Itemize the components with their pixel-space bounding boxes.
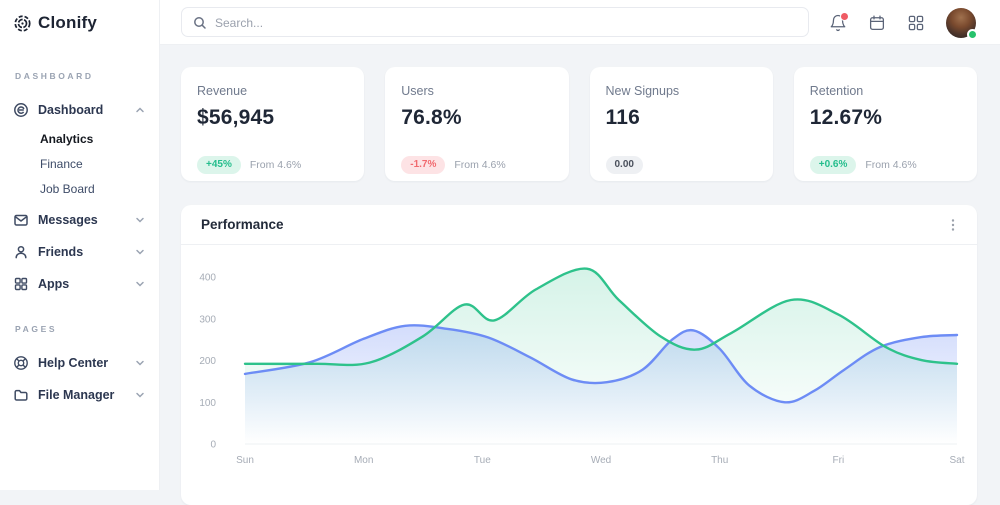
chevron-up-icon (136, 107, 144, 113)
stat-title: New Signups (605, 84, 680, 98)
chevron-down-icon (136, 392, 144, 398)
lifebuoy-icon (14, 356, 28, 370)
stat-card-retention: Retention 12.67% +0.6% From 4.6% (793, 67, 977, 181)
sidebar-item-friends[interactable]: Friends (0, 236, 159, 268)
search-box (181, 7, 809, 37)
stat-note: From 4.6% (865, 159, 917, 171)
stat-title: Revenue (197, 84, 248, 98)
sidebar-subitem-job-board[interactable]: Job Board (40, 181, 95, 196)
brand-logo[interactable]: Clonify (0, 0, 159, 33)
search-input[interactable] (213, 9, 797, 37)
svg-text:Tue: Tue (474, 455, 491, 466)
sidebar-item-label: Help Center (38, 356, 109, 370)
user-icon (15, 245, 27, 259)
svg-text:400: 400 (199, 273, 216, 284)
sidebar-subitem-finance[interactable]: Finance (40, 156, 83, 171)
stat-cards: Revenue $56,945 +45% From 4.6% Users 76.… (181, 67, 977, 181)
bell-icon (830, 14, 846, 31)
stat-footer: +45% From 4.6% (197, 156, 348, 174)
section-label-dashboard: DASHBOARD (15, 71, 94, 81)
chevron-down-icon (136, 281, 144, 287)
svg-text:Wed: Wed (591, 455, 611, 466)
svg-text:Fri: Fri (833, 455, 845, 466)
brand-logo-icon (14, 14, 31, 32)
stat-note: From 4.6% (249, 159, 302, 171)
stat-title: Users (401, 84, 434, 98)
kebab-menu-icon[interactable] (945, 217, 961, 233)
svg-text:100: 100 (199, 398, 216, 409)
sidebar-item-help-center[interactable]: Help Center (0, 347, 159, 379)
topbar (160, 0, 1000, 45)
section-label-pages: PAGES (15, 324, 58, 334)
brand-name: Clonify (38, 13, 98, 32)
stat-value: $56,945 (197, 106, 275, 129)
notification-dot (840, 11, 849, 21)
sidebar-item-file-manager[interactable]: File Manager (0, 379, 159, 411)
apps-icon (14, 277, 28, 291)
svg-text:200: 200 (199, 356, 216, 367)
svg-text:Sat: Sat (950, 455, 965, 466)
stat-value: 116 (605, 106, 640, 129)
sidebar-nav: Dashboard Analytics Finance Job Board Me… (0, 94, 159, 300)
stat-value: 12.67% (809, 106, 883, 129)
sidebar-item-label: Friends (38, 245, 84, 259)
stat-card-revenue: Revenue $56,945 +45% From 4.6% (181, 67, 365, 181)
trend-badge: +45% (197, 156, 241, 174)
avatar[interactable] (946, 7, 978, 40)
performance-title: Performance (201, 217, 284, 232)
svg-text:Mon: Mon (354, 455, 373, 466)
apps-grid-icon (908, 15, 924, 30)
stat-title: Retention (809, 84, 864, 98)
performance-card: Performance 0 100 200 300 400 Sun Mon Tue Wed Thu… (181, 205, 977, 505)
topbar-actions (829, 0, 978, 45)
svg-text:0: 0 (210, 440, 216, 451)
search-icon (194, 17, 206, 29)
stat-note: From 4.6% (454, 159, 506, 171)
sidebar-item-messages[interactable]: Messages (0, 204, 159, 236)
sidebar-item-label: Apps (38, 277, 70, 291)
sidebar-item-label: Dashboard (38, 103, 104, 117)
svg-text:Thu: Thu (711, 455, 728, 466)
envelope-icon (14, 214, 28, 226)
stat-footer: 0.00 (605, 156, 757, 174)
calendar-button[interactable] (868, 14, 886, 32)
sidebar-item-label: File Manager (38, 388, 115, 402)
trend-badge: 0.00 (605, 156, 643, 174)
svg-text:Sun: Sun (236, 455, 254, 466)
chevron-down-icon (136, 217, 144, 223)
stat-card-users: Users 76.8% -1.7% From 4.6% (385, 67, 569, 181)
sidebar-item-dashboard[interactable]: Dashboard (0, 94, 159, 126)
sidebar-subitem-analytics[interactable]: Analytics (40, 131, 94, 146)
dashboard-icon (14, 103, 28, 117)
sidebar-item-label: Messages (38, 213, 98, 227)
trend-badge: -1.7% (401, 156, 446, 174)
svg-text:300: 300 (199, 314, 216, 325)
notifications-button[interactable] (829, 11, 849, 32)
performance-chart: 0 100 200 300 400 Sun Mon Tue Wed Thu Fri Sat (199, 267, 965, 466)
folder-icon (14, 389, 28, 401)
online-status-dot (967, 28, 978, 40)
sidebar: Clonify DASHBOARD Dashboard Analytics Fi… (0, 0, 160, 490)
chevron-down-icon (136, 360, 144, 366)
trend-badge: +0.6% (809, 156, 857, 174)
sidebar-nav-pages: Help Center File Manager (0, 347, 159, 411)
stat-card-new-signups: New Signups 116 0.00 (589, 67, 773, 181)
stat-footer: +0.6% From 4.6% (809, 156, 961, 174)
sidebar-item-apps[interactable]: Apps (0, 268, 159, 300)
calendar-icon (869, 14, 885, 30)
apps-menu-button[interactable] (907, 14, 925, 32)
dashboard-submenu: Analytics Finance Job Board (0, 126, 159, 201)
stat-value: 76.8% (401, 106, 462, 129)
stat-footer: -1.7% From 4.6% (401, 156, 552, 174)
performance-header: Performance (181, 205, 977, 245)
chevron-down-icon (136, 249, 144, 255)
